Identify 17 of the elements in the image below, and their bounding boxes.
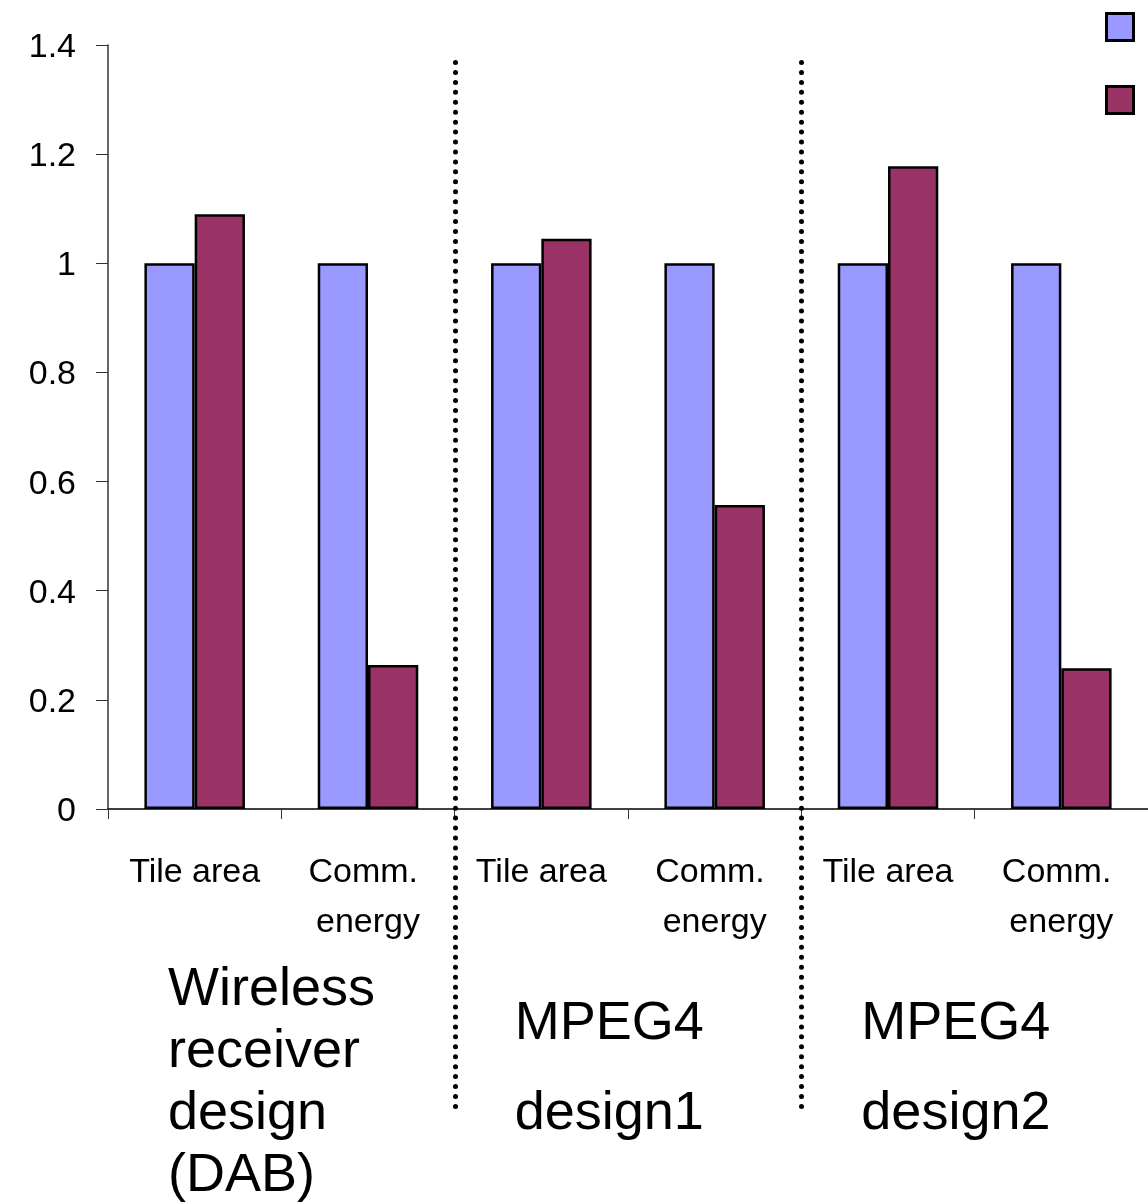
y-tick-label: 1 [57,244,76,283]
text: MPEG4 design2 [861,989,1052,1142]
y-tick-label: 0.6 [28,462,76,501]
y-tick-label: 0.4 [28,571,76,610]
y-tick-label: 1.2 [28,135,76,174]
text: Wireless receiver design (DAB) [168,955,376,1203]
x-tick-label: Comm. energy [308,851,428,939]
y-tick-label: 0 [57,790,76,828]
y-tick-label: 0.2 [28,680,76,719]
y-tick-label: 1.4 [28,26,76,64]
x-tick-label: Comm. energy [1001,851,1121,939]
text: MPEG4 design1 [514,989,705,1142]
x-tick-label: Comm. energy [655,851,775,939]
y-tick-label: 0.8 [28,353,76,392]
x-tick-label: Tile area [129,851,261,889]
x-tick-label: Tile area [475,851,607,889]
x-tick-label: Tile area [822,851,954,889]
